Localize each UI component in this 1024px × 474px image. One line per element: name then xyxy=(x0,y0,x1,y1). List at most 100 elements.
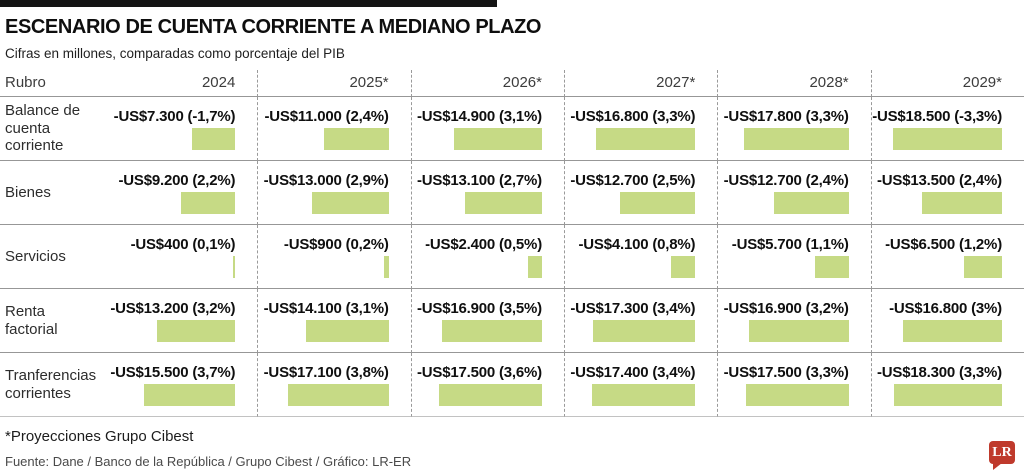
cell-value-label: -US$17.300 (3,4%) xyxy=(570,299,696,317)
table-cell: -US$17.300 (3,4%) xyxy=(563,289,718,353)
year-header: 2029* xyxy=(870,70,1024,97)
table-cell: -US$17.800 (3,3%) xyxy=(717,97,871,161)
value-bar xyxy=(464,191,542,214)
projection-footnote: *Proyecciones Grupo Cibest xyxy=(5,428,194,445)
table-cell: -US$14.900 (3,1%) xyxy=(410,97,564,161)
table-cell: -US$17.500 (3,3%) xyxy=(717,353,871,417)
value-bar xyxy=(893,383,1002,406)
value-bar xyxy=(743,127,849,150)
row-label: Balance de cuenta corriente xyxy=(0,97,104,161)
cell-value-label: -US$16.800 (3%) xyxy=(889,299,1002,317)
value-bar xyxy=(593,319,696,342)
value-bar xyxy=(963,255,1002,278)
lr-logo-text: LR xyxy=(992,444,1012,460)
page-subtitle: Cifras en millones, comparadas como porc… xyxy=(5,46,345,61)
value-bar xyxy=(181,191,236,214)
table-cell: -US$16.800 (3%) xyxy=(870,289,1024,353)
cell-value-label: -US$16.900 (3,2%) xyxy=(723,299,849,317)
value-bar xyxy=(814,255,849,278)
cell-value-label: -US$900 (0,2%) xyxy=(283,235,389,253)
cell-value-label: -US$15.500 (3,7%) xyxy=(110,363,236,381)
table-cell: -US$15.500 (3,7%) xyxy=(104,353,258,417)
cell-value-label: -US$16.800 (3,3%) xyxy=(570,107,696,125)
cell-value-label: -US$17.800 (3,3%) xyxy=(723,107,849,125)
cell-value-label: -US$17.500 (3,6%) xyxy=(416,363,542,381)
row-label: Bienes xyxy=(0,161,104,225)
row-label: Renta factorial xyxy=(0,289,104,353)
value-bar xyxy=(192,127,236,150)
year-header: 2026* xyxy=(410,70,564,97)
value-bar xyxy=(592,383,696,406)
cell-value-label: -US$14.900 (3,1%) xyxy=(416,107,542,125)
page-title: ESCENARIO DE CUENTA CORRIENTE A MEDIANO … xyxy=(5,16,542,38)
cell-value-label: -US$9.200 (2,2%) xyxy=(118,171,236,189)
cell-value-label: -US$13.500 (2,4%) xyxy=(876,171,1002,189)
table-cell: -US$17.500 (3,6%) xyxy=(410,353,564,417)
table-cell: -US$13.200 (3,2%) xyxy=(104,289,258,353)
table-cell: -US$17.400 (3,4%) xyxy=(563,353,718,417)
row-label: Tranferencias corrientes xyxy=(0,353,104,417)
value-bar xyxy=(305,319,389,342)
value-bar xyxy=(748,319,849,342)
table-cell: -US$9.200 (2,2%) xyxy=(104,161,258,225)
cell-value-label: -US$7.300 (-1,7%) xyxy=(113,107,236,125)
value-bar xyxy=(745,383,849,406)
table-cell: -US$12.700 (2,4%) xyxy=(717,161,871,225)
table-cell: -US$5.700 (1,1%) xyxy=(717,225,871,289)
value-bar xyxy=(287,383,389,406)
cell-value-label: -US$18.500 (-3,3%) xyxy=(872,107,1002,125)
cell-value-label: -US$4.100 (0,8%) xyxy=(578,235,696,253)
table-cell: -US$4.100 (0,8%) xyxy=(563,225,718,289)
accent-topbar xyxy=(0,0,497,7)
table-cell: -US$16.900 (3,2%) xyxy=(717,289,871,353)
cell-value-label: -US$17.400 (3,4%) xyxy=(570,363,696,381)
value-bar xyxy=(596,127,696,150)
value-bar xyxy=(383,255,389,278)
value-bar xyxy=(453,127,542,150)
table-cell: -US$14.100 (3,1%) xyxy=(257,289,411,353)
table-cell: -US$17.100 (3,8%) xyxy=(257,353,411,417)
table-cell: -US$2.400 (0,5%) xyxy=(410,225,564,289)
year-header: 2024 xyxy=(104,70,258,97)
cell-value-label: -US$11.000 (2,4%) xyxy=(264,107,389,125)
cell-value-label: -US$18.300 (3,3%) xyxy=(876,363,1002,381)
value-bar xyxy=(527,255,542,278)
value-bar xyxy=(311,191,389,214)
table-cell: -US$400 (0,1%) xyxy=(104,225,258,289)
value-bar xyxy=(620,191,696,214)
scenario-table: Rubro 2024 2025* 2026* 2027* 2028* 2029* Balan… xyxy=(0,70,1024,417)
table-cell: -US$13.500 (2,4%) xyxy=(870,161,1024,225)
table-cell: -US$18.300 (3,3%) xyxy=(870,353,1024,417)
value-bar xyxy=(438,383,542,406)
value-bar xyxy=(441,319,542,342)
value-bar xyxy=(144,383,236,406)
year-header: 2027* xyxy=(563,70,718,97)
cell-value-label: -US$16.900 (3,5%) xyxy=(416,299,542,317)
cell-value-label: -US$13.000 (2,9%) xyxy=(263,171,389,189)
table-cell: -US$13.100 (2,7%) xyxy=(410,161,564,225)
year-header: 2025* xyxy=(257,70,411,97)
table-cell: -US$11.000 (2,4%) xyxy=(257,97,411,161)
year-header: 2028* xyxy=(717,70,871,97)
value-bar xyxy=(671,255,696,278)
cell-value-label: -US$5.700 (1,1%) xyxy=(731,235,849,253)
value-bar xyxy=(157,319,236,342)
table-cell: -US$7.300 (-1,7%) xyxy=(104,97,258,161)
row-label: Servicios xyxy=(0,225,104,289)
table-cell: -US$18.500 (-3,3%) xyxy=(870,97,1024,161)
cell-value-label: -US$400 (0,1%) xyxy=(130,235,236,253)
table-cell: -US$900 (0,2%) xyxy=(257,225,411,289)
cell-value-label: -US$17.100 (3,8%) xyxy=(263,363,389,381)
table-cell: -US$16.900 (3,5%) xyxy=(410,289,564,353)
table-cell: -US$6.500 (1,2%) xyxy=(870,225,1024,289)
value-bar xyxy=(773,191,849,214)
source-line: Fuente: Dane / Banco de la República / G… xyxy=(5,454,412,469)
cell-value-label: -US$13.100 (2,7%) xyxy=(416,171,542,189)
cell-value-label: -US$2.400 (0,5%) xyxy=(425,235,542,253)
table-cell: -US$16.800 (3,3%) xyxy=(563,97,718,161)
value-bar xyxy=(323,127,389,150)
cell-value-label: -US$6.500 (1,2%) xyxy=(885,235,1002,253)
cell-value-label: -US$12.700 (2,4%) xyxy=(723,171,849,189)
rubro-header: Rubro xyxy=(0,70,104,97)
